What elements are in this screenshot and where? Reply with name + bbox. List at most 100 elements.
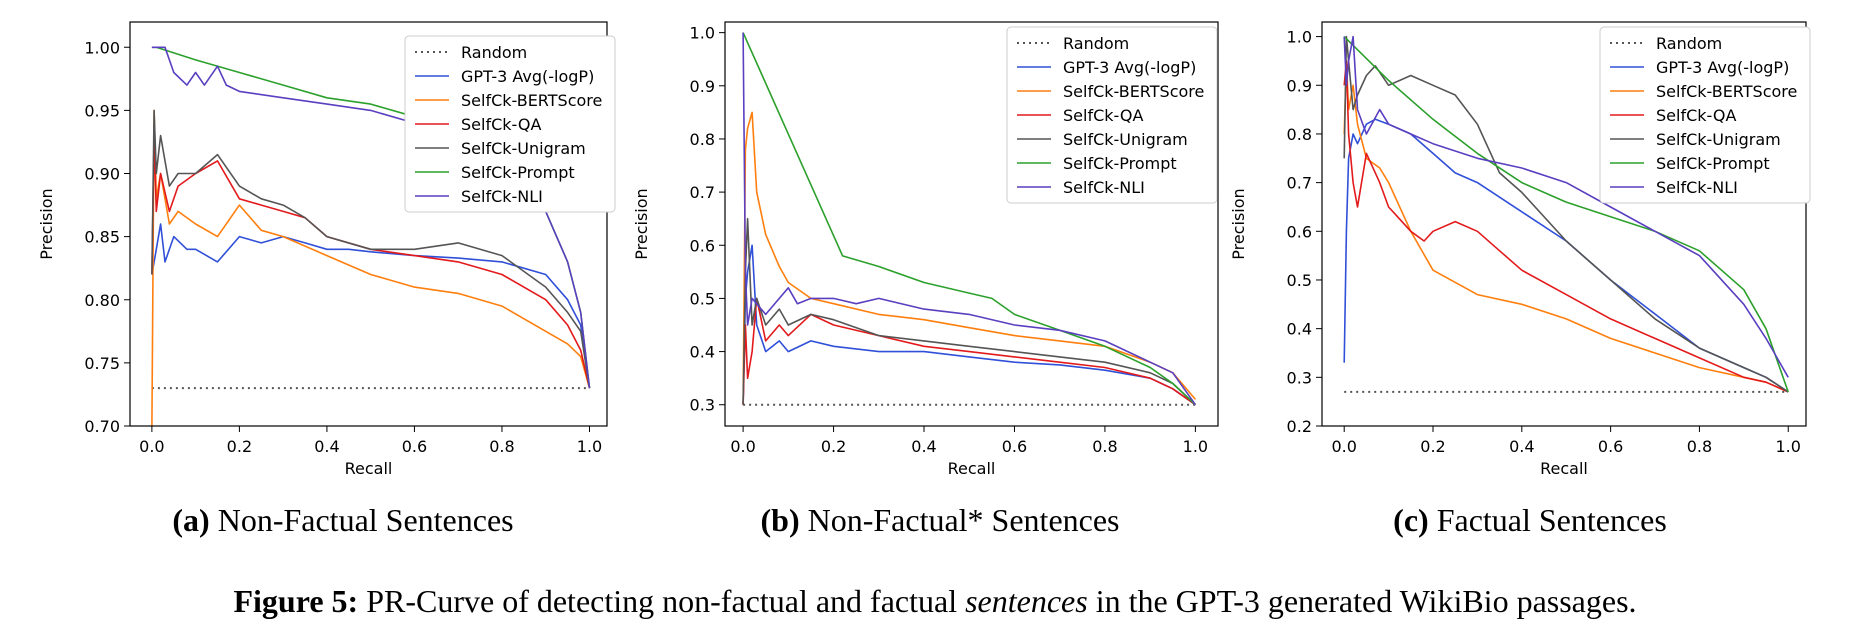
x-tick-label: 0.0 [139,437,164,456]
legend: Random GPT-3 Avg(-logP) SelfCk-BERTScore Se… [1006,26,1218,204]
x-tick-label: 0.6 [1598,437,1623,456]
figure-caption-label: Figure 5: [233,583,359,619]
legend-label: SelfCk-Unigram [1656,130,1781,149]
y-tick-label: 0.9 [690,77,715,96]
y-tick-label: 0.2 [1287,417,1312,436]
legend-label: SelfCk-NLI [1656,178,1738,197]
series-line-gpt-3-avg-logp [1343,118,1789,393]
figure-caption-text-before: PR-Curve of detecting non-factual and fa… [366,583,958,619]
y-axis-label: Precision [632,188,651,259]
x-tick-label: 0.4 [1509,437,1534,456]
series-line-selfck-qa [151,134,591,389]
y-tick-label: 0.7 [1287,174,1312,193]
subcaption-a: (a) Non-Factual Sentences [172,502,513,539]
y-tick-label: 0.7 [690,183,715,202]
chart-panel-c: 0.0 0.2 0.4 0.6 0.8 1.0 0.2 0.3 0.4 0.5 0.6 0.7 0.8 0… [1229,21,1811,478]
x-tick-label: 0.0 [1331,437,1356,456]
legend-label: SelfCk-Prompt [461,163,575,182]
legend-label: Random [1063,34,1129,53]
x-tick-label: 0.4 [314,437,339,456]
plot-frame [1321,21,1807,427]
legend: Random GPT-3 Avg(-logP) SelfCk-BERTScore Se… [1599,26,1811,204]
y-tick-label: 1.00 [84,38,120,57]
y-tick-label: 0.3 [690,396,715,415]
y-tick-label: 0.5 [1287,271,1312,290]
x-tick-label: 1.0 [1776,437,1801,456]
plot-frame [129,21,608,427]
y-tick-label: 0.95 [84,101,120,120]
series-line-selfck-unigram [151,109,591,389]
y-tick-label: 0.85 [84,228,120,247]
legend-label: SelfCk-NLI [1063,178,1145,197]
subcaption-c: (c) Factual Sentences [1393,502,1667,539]
subcaption-a-text: Non-Factual Sentences [217,502,514,538]
x-tick-label: 1.0 [1183,437,1208,456]
chart-panel-b: 0.0 0.2 0.4 0.6 0.8 1.0 0.3 0.4 0.5 0.6 0.7 0.8 0.9 1… [632,21,1219,478]
legend-label: SelfCk-NLI [461,187,543,206]
legend-label: SelfCk-BERTScore [1063,82,1204,101]
y-axis-label: Precision [37,188,56,259]
y-tick-label: 0.4 [1287,320,1312,339]
x-tick-label: 0.0 [730,437,755,456]
y-tick-label: 1.0 [690,24,715,43]
legend-label: SelfCk-Unigram [461,139,586,158]
series-line-selfck-unigram [742,217,1196,406]
y-tick-label: 0.3 [1287,368,1312,387]
figure-caption: Figure 5: PR-Curve of detecting non-fact… [233,583,1636,620]
subcaption-b-text: Non-Factual* Sentences [807,502,1120,538]
series-line-selfck-unigram [1343,35,1789,393]
series-line-selfck-prompt [1343,36,1789,393]
subcaption-b: (b) Non-Factual* Sentences [760,502,1119,539]
series-line-selfck-nli [1343,35,1789,378]
x-tick-label: 0.2 [821,437,846,456]
y-tick-label: 0.8 [1287,125,1312,144]
chart-panel-a: 0.0 0.2 0.4 0.6 0.8 1.0 0.70 0.75 0.80 0.85 0.90 0.… [37,21,616,478]
figure-caption-text-after: in the GPT-3 generated WikiBio passages. [1095,583,1637,619]
y-tick-label: 0.5 [690,289,715,308]
legend-box [1006,26,1218,204]
x-tick-label: 0.2 [227,437,252,456]
series-line-selfck-prompt [742,32,1196,406]
y-tick-label: 0.6 [1287,222,1312,241]
series-line-gpt-3-avg-logp [742,244,1196,406]
series-line-selfck-qa [1343,60,1789,393]
subcaption-b-label: (b) [760,502,800,538]
legend-label: GPT-3 Avg(-logP) [1063,58,1196,77]
legend-label: SelfCk-QA [1063,106,1143,125]
legend-label: SelfCk-BERTScore [1656,82,1797,101]
x-tick-label: 0.6 [402,437,427,456]
series-line-gpt-3-avg-logp [151,223,591,389]
x-tick-label: 1.0 [577,437,602,456]
y-tick-label: 0.8 [690,130,715,149]
y-tick-label: 0.75 [84,354,120,373]
legend-label: SelfCk-QA [461,115,541,134]
y-tick-label: 0.6 [690,236,715,255]
y-tick-label: 1.0 [1287,28,1312,47]
x-tick-label: 0.4 [911,437,936,456]
x-tick-label: 0.8 [1092,437,1117,456]
subcaption-a-label: (a) [172,502,210,538]
plot-frame [724,21,1219,427]
x-axis-label: Recall [1540,459,1588,478]
y-axis-label: Precision [1229,188,1248,259]
y-tick-label: 0.80 [84,291,120,310]
legend-label: SelfCk-Unigram [1063,130,1188,149]
legend-label: SelfCk-Prompt [1063,154,1177,173]
legend-label: Random [1656,34,1722,53]
subcaption-c-label: (c) [1393,502,1429,538]
figure-caption-emph: sentences [965,583,1088,619]
series-line-selfck-bertscore [1343,60,1789,393]
subcaption-c-text: Factual Sentences [1436,502,1667,538]
legend-box [1599,26,1811,204]
x-axis-label: Recall [345,459,393,478]
legend-label: SelfCk-BERTScore [461,91,602,110]
y-tick-label: 0.9 [1287,76,1312,95]
legend-label: GPT-3 Avg(-logP) [1656,58,1789,77]
x-tick-label: 0.6 [1002,437,1027,456]
legend-label: GPT-3 Avg(-logP) [461,67,594,86]
x-tick-label: 0.8 [489,437,514,456]
series-line-selfck-qa [742,297,1196,406]
x-tick-label: 0.8 [1687,437,1712,456]
legend-box [404,35,616,213]
